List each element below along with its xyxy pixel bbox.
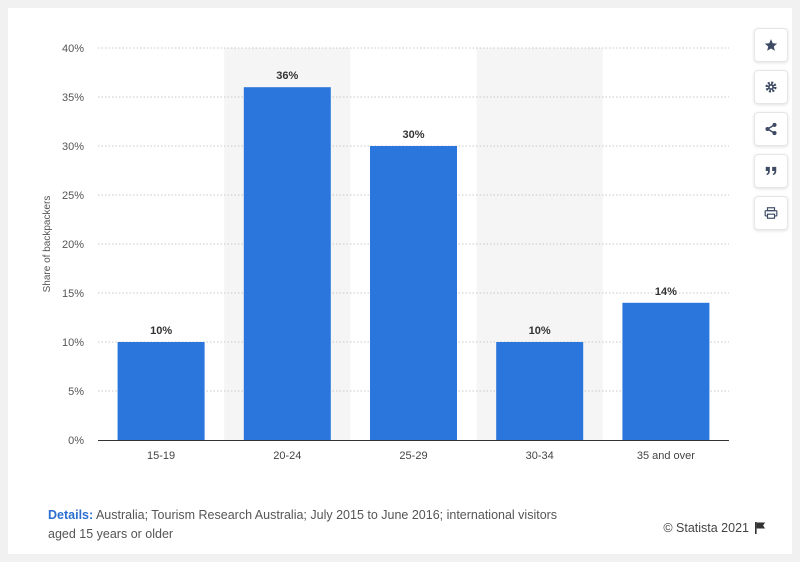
gear-icon [765, 81, 777, 93]
x-tick-label: 30-34 [526, 450, 554, 462]
value-label: 10% [150, 325, 172, 337]
print-button[interactable] [754, 196, 788, 230]
quote-icon [765, 166, 777, 176]
x-tick-label: 20-24 [273, 450, 301, 462]
y-tick-label: 5% [68, 386, 84, 398]
y-axis-ticks: 0% 5% 10% 15% 20% 25% 30% 35% 40% [62, 43, 84, 447]
y-tick-label: 40% [62, 43, 84, 55]
value-label: 36% [276, 70, 298, 82]
x-tick-label: 15-19 [147, 450, 175, 462]
details-note: Details: Australia; Tourism Research Aus… [48, 506, 568, 544]
x-axis-ticks: 15-19 20-24 25-29 30-34 35 and over [147, 450, 695, 462]
bar[interactable] [243, 87, 331, 440]
value-label: 14% [655, 286, 677, 298]
bar[interactable] [370, 146, 457, 440]
cite-button[interactable] [754, 154, 788, 188]
toolbar [754, 28, 790, 238]
bar[interactable] [117, 342, 205, 440]
value-labels: 10% 36% 30% 10% 14% [150, 70, 677, 337]
bar[interactable] [622, 302, 710, 440]
value-label: 10% [529, 325, 551, 337]
settings-button[interactable] [754, 70, 788, 104]
y-tick-label: 35% [62, 92, 84, 104]
y-tick-label: 15% [62, 288, 84, 300]
favorite-button[interactable] [754, 28, 788, 62]
bar-chart: 0% 5% 10% 15% 20% 25% 30% 35% 40% 10% 36% 30% 10% 14… [42, 43, 729, 462]
flag-icon [755, 522, 766, 534]
x-tick-label: 25-29 [399, 450, 427, 462]
bar[interactable] [496, 342, 584, 440]
bars [117, 87, 710, 440]
star-icon [764, 39, 778, 51]
details-text: Australia; Tourism Research Australia; J… [48, 508, 558, 541]
value-label: 30% [402, 129, 424, 141]
share-button[interactable] [754, 112, 788, 146]
copyright-text: © Statista 2021 [663, 521, 749, 535]
copyright[interactable]: © Statista 2021 [663, 521, 766, 535]
y-tick-label: 0% [68, 435, 84, 447]
chart-card: 0% 5% 10% 15% 20% 25% 30% 35% 40% 10% 36% 30% 10% 14… [8, 8, 792, 554]
y-tick-label: 10% [62, 337, 84, 349]
x-tick-label: 35 and over [637, 450, 695, 462]
y-tick-label: 30% [62, 141, 84, 153]
y-tick-label: 20% [62, 239, 84, 251]
share-icon [765, 122, 777, 136]
print-icon [764, 207, 778, 219]
y-axis-label: Share of backpackers [42, 196, 53, 293]
y-tick-label: 25% [62, 190, 84, 202]
details-label: Details: [48, 508, 94, 522]
